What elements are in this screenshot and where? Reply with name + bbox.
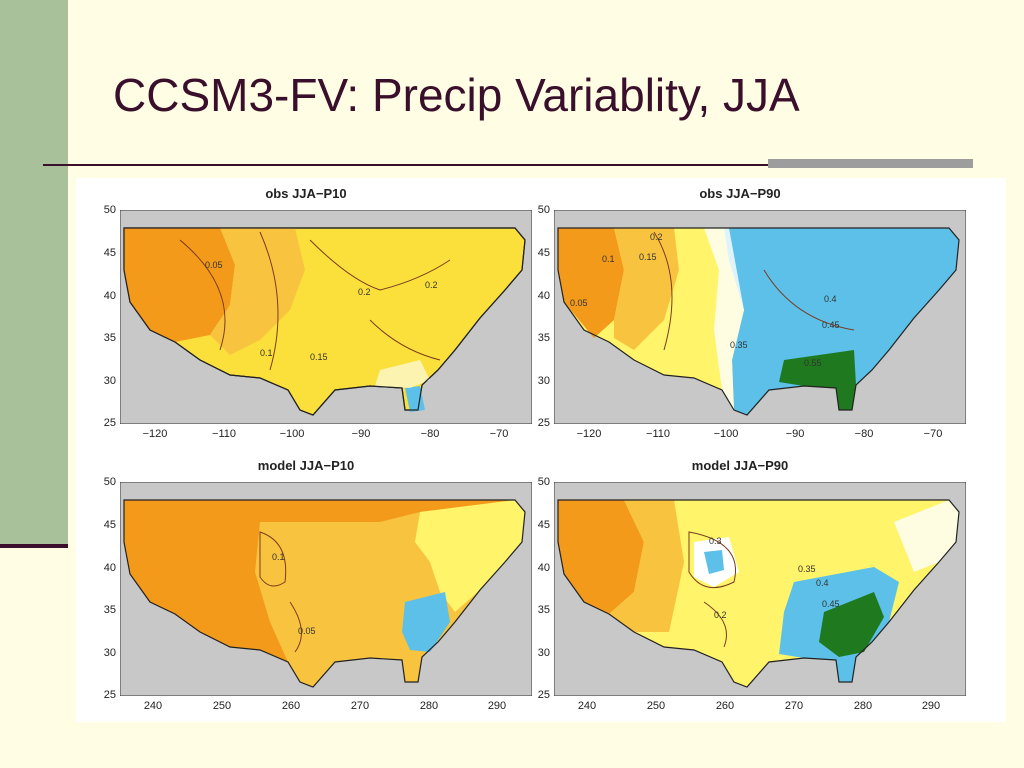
contour-label: 0.35 xyxy=(798,564,816,574)
x-tick-label: 260 xyxy=(715,700,735,712)
map-obs-p10: 0.05 0.1 0.15 0.2 0.2 xyxy=(120,210,532,424)
contour-label: 0.2 xyxy=(358,287,371,297)
contour-label: 0.45 xyxy=(822,599,840,609)
y-tick-label: 50 xyxy=(103,476,116,488)
contour-label: 0.2 xyxy=(650,232,663,242)
panel-title: obs JJA−P10 xyxy=(265,186,347,201)
x-tick-label: 250 xyxy=(212,700,232,712)
contour-label: 0.45 xyxy=(822,320,840,330)
x-tick-label: −70 xyxy=(923,428,943,440)
y-tick-label: 35 xyxy=(103,332,116,344)
contour-label: 0.1 xyxy=(260,348,273,358)
panel-obs-p10: obs JJA−P10 50 45 40 35 30 25 0.05 0.1 0… xyxy=(76,178,536,450)
y-tick-label: 50 xyxy=(103,204,116,216)
x-tick-label: −120 xyxy=(576,428,602,440)
y-tick-label: 40 xyxy=(103,562,116,574)
x-tick-label: 260 xyxy=(281,700,301,712)
map-model-p10: 0.1 0.05 xyxy=(120,482,532,696)
map-model-p90: 0.3 0.2 0.35 0.4 0.45 xyxy=(554,482,966,696)
figure-map-grid: obs JJA−P10 50 45 40 35 30 25 0.05 0.1 0… xyxy=(76,178,1006,722)
contour-label: 0.3 xyxy=(709,536,722,546)
x-tick-label: 270 xyxy=(784,700,804,712)
side-accent-rule xyxy=(0,544,68,548)
title-underline-accent xyxy=(768,159,973,168)
y-tick-label: 30 xyxy=(103,647,116,659)
x-tick-label: −110 xyxy=(646,428,670,440)
contour-label: 0.05 xyxy=(570,298,588,308)
y-tick-label: 45 xyxy=(537,247,550,259)
x-tick-label: 280 xyxy=(419,700,439,712)
x-tick-label: −80 xyxy=(420,428,440,440)
x-tick-label: 290 xyxy=(487,700,507,712)
x-tick-label: 270 xyxy=(350,700,370,712)
y-tick-label: 40 xyxy=(103,290,116,302)
x-tick-label: −90 xyxy=(351,428,371,440)
x-tick-label: −70 xyxy=(489,428,509,440)
x-tick-label: −120 xyxy=(142,428,168,440)
x-tick-label: −90 xyxy=(785,428,805,440)
x-tick-label: −100 xyxy=(279,428,305,440)
y-tick-label: 35 xyxy=(103,604,116,616)
x-tick-label: −100 xyxy=(713,428,739,440)
x-tick-label: 280 xyxy=(853,700,873,712)
contour-label: 0.55 xyxy=(804,358,822,368)
y-tick-label: 40 xyxy=(537,562,550,574)
side-accent-bar xyxy=(0,0,68,545)
panel-model-p90: model JJA−P90 50 45 40 35 30 25 0.3 0.2 … xyxy=(510,450,970,722)
title-underline xyxy=(43,164,973,166)
y-tick-label: 45 xyxy=(103,247,116,259)
y-tick-label: 35 xyxy=(537,604,550,616)
contour-label: 0.35 xyxy=(730,340,748,350)
contour-label: 0.2 xyxy=(425,280,438,290)
slide-title: CCSM3-FV: Precip Variablity, JJA xyxy=(113,69,800,121)
panel-model-p10: model JJA−P10 50 45 40 35 30 25 0.1 0.05… xyxy=(76,450,536,722)
y-tick-label: 35 xyxy=(537,332,550,344)
x-tick-label: −80 xyxy=(854,428,874,440)
contour-label: 0.05 xyxy=(298,626,316,636)
contour-label: 0.15 xyxy=(310,352,328,362)
y-tick-label: 25 xyxy=(103,417,116,429)
contour-label: 0.4 xyxy=(816,578,829,588)
x-tick-label: 240 xyxy=(143,700,163,712)
x-tick-label: −110 xyxy=(212,428,236,440)
y-tick-label: 30 xyxy=(103,375,116,387)
contour-label: 0.2 xyxy=(714,610,727,620)
y-tick-label: 45 xyxy=(537,519,550,531)
y-tick-label: 45 xyxy=(103,519,116,531)
contour-label: 0.05 xyxy=(205,260,223,270)
y-tick-label: 50 xyxy=(537,204,550,216)
y-tick-label: 25 xyxy=(537,689,550,701)
panel-obs-p90: obs JJA−P90 50 45 40 35 30 25 0.1 0.15 0… xyxy=(510,178,970,450)
contour-label: 0.1 xyxy=(602,254,615,264)
y-tick-label: 50 xyxy=(537,476,550,488)
contour-label: 0.15 xyxy=(639,252,657,262)
contour-label: 0.1 xyxy=(272,552,285,562)
y-tick-label: 25 xyxy=(537,417,550,429)
map-obs-p90: 0.1 0.15 0.2 0.05 0.35 0.4 0.45 0.55 xyxy=(554,210,966,424)
panel-title: obs JJA−P90 xyxy=(699,186,781,201)
y-tick-label: 40 xyxy=(537,290,550,302)
y-tick-label: 30 xyxy=(537,647,550,659)
x-tick-label: 240 xyxy=(577,700,597,712)
panel-title: model JJA−P10 xyxy=(257,458,355,473)
panel-title: model JJA−P90 xyxy=(691,458,789,473)
y-tick-label: 25 xyxy=(103,689,116,701)
x-tick-label: 250 xyxy=(646,700,666,712)
y-tick-label: 30 xyxy=(537,375,550,387)
contour-label: 0.4 xyxy=(824,294,837,304)
x-tick-label: 290 xyxy=(921,700,941,712)
